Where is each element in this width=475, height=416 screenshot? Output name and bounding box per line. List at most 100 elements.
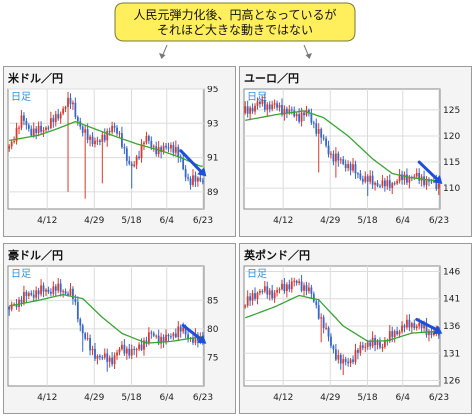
- candle-body: [300, 112, 303, 122]
- candle-body: [32, 294, 35, 298]
- candle-body: [108, 130, 111, 133]
- candle-body: [393, 183, 396, 185]
- candle-body: [293, 110, 296, 117]
- candle-body: [295, 114, 298, 117]
- candle-body: [403, 325, 406, 328]
- candle-body: [337, 354, 340, 360]
- candle-body: [288, 109, 291, 114]
- candle-body: [268, 104, 271, 110]
- candle-body: [76, 301, 79, 320]
- candle-body: [366, 176, 369, 182]
- candle-body: [285, 108, 288, 114]
- candle-body: [327, 145, 330, 155]
- candle-body: [140, 344, 143, 350]
- chart-panel-eurjpy: ユーロ／円 4/124/295/186/46/23110115120125日足: [239, 66, 472, 237]
- candle-body: [408, 177, 411, 183]
- candle-body: [101, 134, 104, 142]
- candle-body: [312, 293, 315, 302]
- candle-body: [330, 153, 332, 155]
- candle-body: [312, 122, 315, 124]
- candle-body: [303, 112, 305, 116]
- candle-body: [288, 284, 291, 290]
- candle-body: [386, 180, 389, 187]
- candle-body: [10, 304, 13, 310]
- candle-body: [79, 319, 82, 326]
- candle-body: [281, 283, 283, 290]
- candle-body: [249, 107, 252, 114]
- candle-body: [57, 283, 60, 291]
- candle-body: [184, 168, 187, 178]
- candle-body: [415, 172, 418, 177]
- candle-body: [103, 353, 106, 358]
- candle-body: [278, 105, 281, 108]
- x-tick-label: 6/23: [193, 216, 213, 226]
- candle-body: [364, 346, 367, 348]
- candle-body: [94, 140, 96, 145]
- candle-body: [423, 324, 425, 329]
- period-label: 日足: [247, 268, 267, 280]
- candle-body: [15, 127, 18, 142]
- candle-body: [20, 115, 23, 128]
- candle-body: [81, 126, 84, 133]
- candle-body: [246, 106, 249, 114]
- candle-body: [155, 146, 158, 155]
- callout-arrow-right-icon: [303, 44, 312, 59]
- candle-body: [371, 175, 374, 185]
- candle-body: [101, 357, 104, 359]
- candle-body: [91, 348, 94, 351]
- candle-body: [298, 281, 301, 283]
- candle-body: [23, 115, 25, 121]
- candle-body: [15, 304, 18, 308]
- candle-body: [344, 163, 347, 169]
- candle-body: [138, 344, 140, 350]
- candle-body: [366, 342, 369, 347]
- candle-body: [57, 114, 60, 119]
- candle-body: [369, 175, 372, 182]
- candle-body: [418, 323, 421, 327]
- candle-body: [72, 288, 74, 300]
- period-label: 日足: [11, 91, 31, 103]
- candle-body: [290, 281, 293, 290]
- candle-body: [347, 164, 350, 169]
- candle-body: [8, 146, 11, 149]
- candle-body: [413, 176, 416, 178]
- candle-body: [52, 118, 55, 122]
- candle-body: [332, 153, 335, 162]
- candle-body: [76, 117, 79, 122]
- trend-arrow-line: [181, 323, 205, 343]
- candle-body: [152, 146, 155, 148]
- candle-body: [27, 125, 30, 129]
- candlestick-chart: 4/12 4/29 5/18 6/4 6/23 75 80 85 日足: [7, 265, 219, 403]
- candle-body: [376, 182, 379, 186]
- candle-body: [285, 284, 288, 292]
- candle-body: [259, 101, 261, 104]
- candle-body: [35, 290, 38, 298]
- candle-body: [84, 333, 87, 339]
- callout-line-1: 人民元弾力化後、円高となっているが: [133, 8, 337, 22]
- candle-body: [162, 336, 165, 343]
- candle-body: [174, 147, 177, 153]
- candle-body: [96, 140, 99, 142]
- candle-body: [150, 332, 153, 334]
- candle-body: [310, 113, 313, 123]
- candle-body: [30, 293, 33, 295]
- candle-body: [67, 97, 69, 107]
- candle-body: [152, 333, 155, 336]
- candle-body: [276, 290, 278, 293]
- candle-body: [47, 127, 50, 129]
- candle-body: [52, 286, 55, 294]
- trend-arrow-icon: [432, 325, 443, 335]
- candle-body: [364, 176, 367, 182]
- candle-body: [167, 334, 170, 337]
- moving-average-line: [9, 293, 203, 344]
- candle-body: [425, 324, 428, 335]
- x-tick-label: 4/29: [84, 216, 104, 226]
- candle-body: [305, 109, 308, 116]
- candle-body: [27, 293, 30, 296]
- y-tick-label: 136: [443, 322, 460, 332]
- candle-body: [315, 123, 318, 134]
- y-tick-label: 89: [207, 188, 219, 198]
- candle-body: [47, 289, 50, 292]
- candle-body: [418, 172, 421, 181]
- candle-body: [261, 100, 264, 104]
